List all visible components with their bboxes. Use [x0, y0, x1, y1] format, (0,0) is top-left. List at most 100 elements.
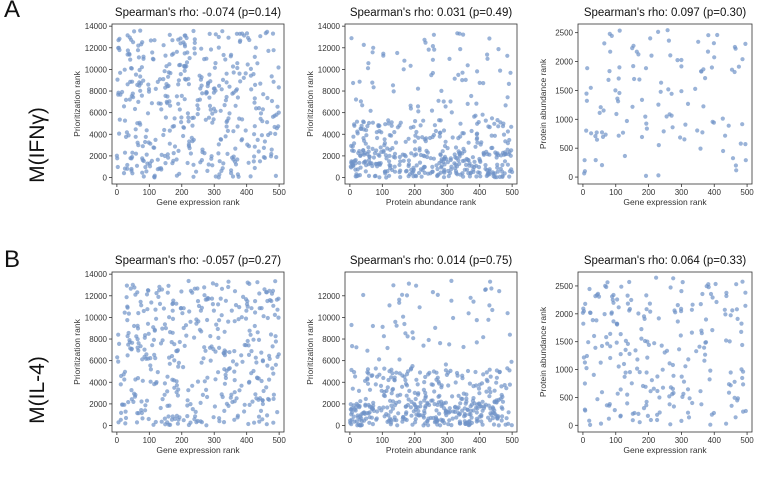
data-point: [743, 303, 748, 308]
data-point: [222, 329, 227, 334]
data-point: [495, 118, 500, 123]
data-point: [381, 375, 386, 381]
data-point: [148, 379, 153, 384]
data-point: [458, 172, 463, 177]
data-point: [434, 377, 439, 382]
data-point: [667, 402, 672, 407]
data-point: [220, 394, 225, 400]
data-point: [710, 295, 715, 300]
data-point: [258, 116, 263, 121]
data-point: [458, 134, 463, 139]
data-point: [449, 423, 454, 428]
data-point: [208, 334, 213, 339]
data-point: [621, 361, 627, 367]
data-point: [192, 286, 197, 291]
data-point: [275, 354, 280, 359]
data-point: [734, 282, 739, 287]
data-point: [376, 123, 381, 128]
data-point: [260, 107, 265, 112]
data-point: [186, 119, 191, 124]
data-point: [276, 110, 281, 115]
data-point: [205, 168, 210, 173]
y-tick-label: 500: [560, 144, 574, 153]
data-point: [474, 132, 479, 137]
data-point: [450, 135, 455, 140]
y-tick-label: 2000: [322, 400, 340, 409]
data-point: [728, 370, 733, 375]
data-point: [409, 399, 414, 404]
data-point: [657, 395, 662, 400]
data-point: [199, 360, 204, 365]
data-point: [668, 53, 673, 58]
data-point: [222, 381, 227, 386]
data-point: [218, 296, 223, 301]
data-point: [348, 407, 353, 412]
data-point: [125, 318, 130, 323]
data-point: [732, 395, 737, 400]
data-point: [397, 297, 402, 302]
data-point: [438, 341, 443, 346]
data-point: [149, 300, 154, 305]
data-point: [616, 305, 621, 310]
data-point: [598, 360, 603, 365]
data-point: [366, 411, 371, 416]
data-point: [426, 337, 431, 343]
data-point: [204, 423, 209, 428]
data-point: [231, 129, 236, 134]
x-tick-label: 100: [609, 188, 623, 197]
data-point: [639, 97, 645, 102]
data-point: [233, 303, 239, 308]
data-point: [264, 385, 269, 390]
data-point: [176, 387, 181, 392]
data-point: [201, 356, 206, 361]
data-point: [366, 173, 372, 178]
chart-title: Spearman's rho: 0.031 (p=0.49): [350, 7, 513, 19]
data-point: [248, 332, 253, 337]
data-point: [255, 376, 260, 381]
data-point: [242, 409, 247, 414]
data-point: [458, 421, 463, 426]
data-point: [736, 64, 741, 69]
data-point: [166, 70, 171, 75]
data-point: [232, 159, 238, 164]
data-point: [477, 170, 482, 175]
data-point: [252, 323, 257, 329]
data-point: [505, 147, 510, 152]
data-point: [707, 377, 712, 382]
data-point: [448, 368, 453, 373]
data-point: [740, 342, 745, 348]
row-label-ifng: M(IFNγ): [26, 107, 49, 183]
data-point: [152, 175, 157, 180]
data-point: [386, 413, 391, 418]
data-point: [162, 322, 167, 327]
data-point: [140, 144, 145, 149]
data-point: [671, 390, 676, 396]
data-point: [627, 351, 632, 356]
data-point: [269, 147, 274, 152]
data-point: [415, 86, 421, 91]
data-point: [144, 292, 150, 297]
x-tick-label: 100: [143, 436, 157, 445]
data-point: [370, 50, 375, 55]
data-point: [195, 103, 200, 108]
data-point: [413, 147, 418, 152]
data-point: [418, 400, 423, 405]
data-point: [644, 121, 649, 126]
data-point: [422, 164, 427, 169]
data-point: [202, 57, 207, 62]
data-point: [413, 173, 418, 178]
data-point: [627, 279, 632, 285]
data-point: [227, 84, 232, 89]
data-point: [150, 56, 155, 62]
data-point: [226, 116, 231, 121]
data-point: [392, 403, 398, 408]
data-point: [613, 88, 618, 93]
data-point: [214, 322, 219, 327]
data-point: [385, 345, 390, 351]
data-point: [218, 137, 224, 142]
data-point: [378, 145, 383, 150]
data-point: [740, 57, 745, 62]
data-point: [733, 46, 738, 51]
data-point: [505, 366, 510, 371]
data-point: [446, 422, 451, 427]
